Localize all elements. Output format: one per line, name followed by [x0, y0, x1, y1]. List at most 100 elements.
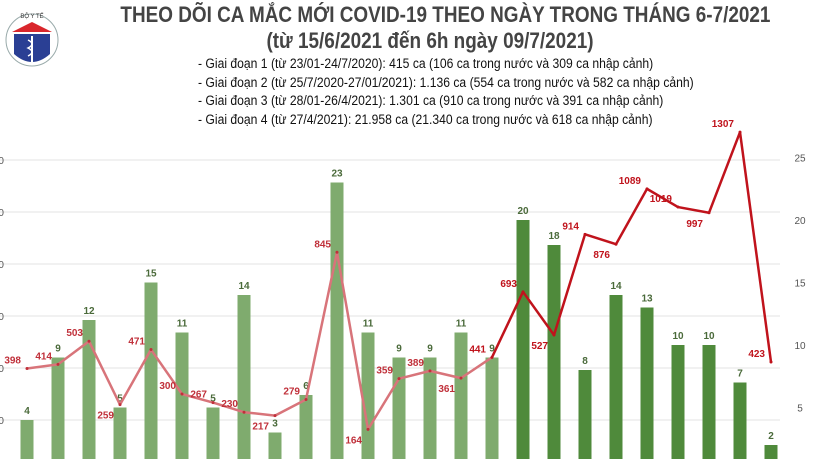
bar — [361, 332, 375, 459]
line-point — [521, 290, 525, 294]
line-value-label: 1089 — [619, 176, 642, 187]
line-point — [273, 414, 277, 418]
bar — [640, 307, 654, 459]
right-axis-tick-label: 5 — [797, 404, 803, 415]
bar-value-label: 3 — [272, 419, 278, 430]
left-axis-tick-label: 1000 — [0, 208, 4, 219]
line-point — [180, 392, 184, 396]
line-value-label: 217 — [252, 422, 269, 433]
left-axis-tick-label: 400 — [0, 364, 4, 375]
bar — [113, 407, 127, 459]
bar — [423, 357, 437, 459]
bar — [485, 357, 499, 459]
line-value-label: 300 — [159, 381, 176, 392]
bar — [454, 332, 468, 459]
bar-value-label: 15 — [145, 269, 157, 280]
bar-value-label: 10 — [703, 331, 715, 342]
line-point — [25, 367, 29, 371]
left-axis-tick-label: 800 — [0, 260, 4, 271]
line-point — [118, 403, 122, 407]
bar-value-label: 11 — [177, 319, 188, 330]
line-point — [428, 369, 432, 373]
left-axis-tick-label: 200 — [0, 416, 4, 427]
left-axis-tick-label: 1200 — [0, 156, 4, 167]
line-segment — [118, 348, 153, 406]
bar — [609, 295, 623, 459]
line-value-label: 876 — [593, 250, 610, 261]
line-point — [242, 410, 246, 414]
line-value-label: 164 — [345, 435, 362, 446]
line-point — [211, 401, 215, 405]
line-segment — [738, 130, 773, 364]
bar-value-label: 4 — [24, 406, 30, 417]
line-segment — [490, 290, 525, 359]
right-axis-tick-label: 20 — [794, 216, 806, 227]
line-value-label: 471 — [128, 337, 145, 348]
line-value-label: 361 — [438, 384, 455, 395]
line-point — [366, 427, 370, 431]
line-value-label: 997 — [686, 219, 703, 230]
line-segment — [707, 130, 742, 215]
line-value-label: 914 — [562, 221, 579, 232]
bar-value-label: 8 — [582, 356, 588, 367]
bar-value-label: 5 — [117, 394, 123, 405]
bar — [578, 370, 592, 459]
bar-value-label: 18 — [548, 231, 560, 242]
line-segment — [180, 392, 215, 404]
line-value-label: 693 — [500, 279, 517, 290]
bar-value-label: 14 — [610, 281, 622, 292]
bar — [671, 345, 685, 459]
bar-value-label: 11 — [456, 319, 467, 330]
line-value-label: 845 — [314, 239, 331, 250]
line-value-label: 259 — [97, 411, 114, 422]
line-value-label: 1307 — [712, 119, 735, 130]
line-point — [459, 376, 463, 380]
bar — [206, 407, 220, 459]
line-segment — [335, 251, 370, 431]
bar — [51, 357, 65, 459]
bar — [175, 332, 189, 459]
line-point — [707, 211, 711, 215]
line-segment — [397, 369, 432, 380]
bar-value-label: 14 — [238, 281, 250, 292]
bar — [392, 357, 406, 459]
bar — [733, 382, 747, 459]
bar — [144, 282, 158, 459]
phase-notes: - Giai đoạn 1 (từ 23/01-24/7/2020): 415 … — [198, 55, 694, 129]
line-segment — [676, 205, 711, 215]
bar-value-label: 6 — [303, 381, 309, 392]
line-point — [645, 187, 649, 191]
line-point — [56, 362, 60, 366]
line-value-label: 1019 — [650, 194, 673, 205]
line-segment — [428, 369, 463, 380]
line-value-label: 414 — [35, 351, 52, 362]
bar-value-label: 7 — [737, 369, 743, 380]
bar-value-label: 23 — [331, 169, 343, 180]
line-value-label: 267 — [190, 390, 207, 401]
line-value-label: 359 — [376, 366, 393, 377]
bar — [299, 395, 313, 459]
left-axis-tick-label: 600 — [0, 312, 4, 323]
line-value-label: 441 — [469, 344, 486, 355]
line-value-label: 398 — [4, 356, 21, 367]
bar — [82, 320, 96, 459]
right-axis-tick-label: 15 — [794, 279, 806, 290]
right-axis-tick-label: 10 — [794, 341, 806, 352]
line-value-label: 389 — [407, 358, 424, 369]
line-segment — [459, 356, 494, 380]
phase-note-2: - Giai đoạn 2 (từ 25/7/2020-27/01/2021):… — [198, 74, 694, 90]
line-value-label: 230 — [221, 399, 238, 410]
line-segment — [211, 401, 246, 414]
bar-value-label: 9 — [55, 344, 61, 355]
bar — [547, 245, 561, 459]
bar-value-label: 20 — [517, 206, 529, 217]
right-axis-tick-label: 25 — [794, 154, 806, 165]
bar-value-label: 12 — [83, 306, 95, 317]
line-segment — [149, 348, 184, 396]
bar — [20, 420, 34, 459]
line-segment — [273, 398, 308, 417]
bar — [268, 432, 282, 459]
bar-value-label: 10 — [672, 331, 684, 342]
bar-value-label: 9 — [427, 344, 433, 355]
